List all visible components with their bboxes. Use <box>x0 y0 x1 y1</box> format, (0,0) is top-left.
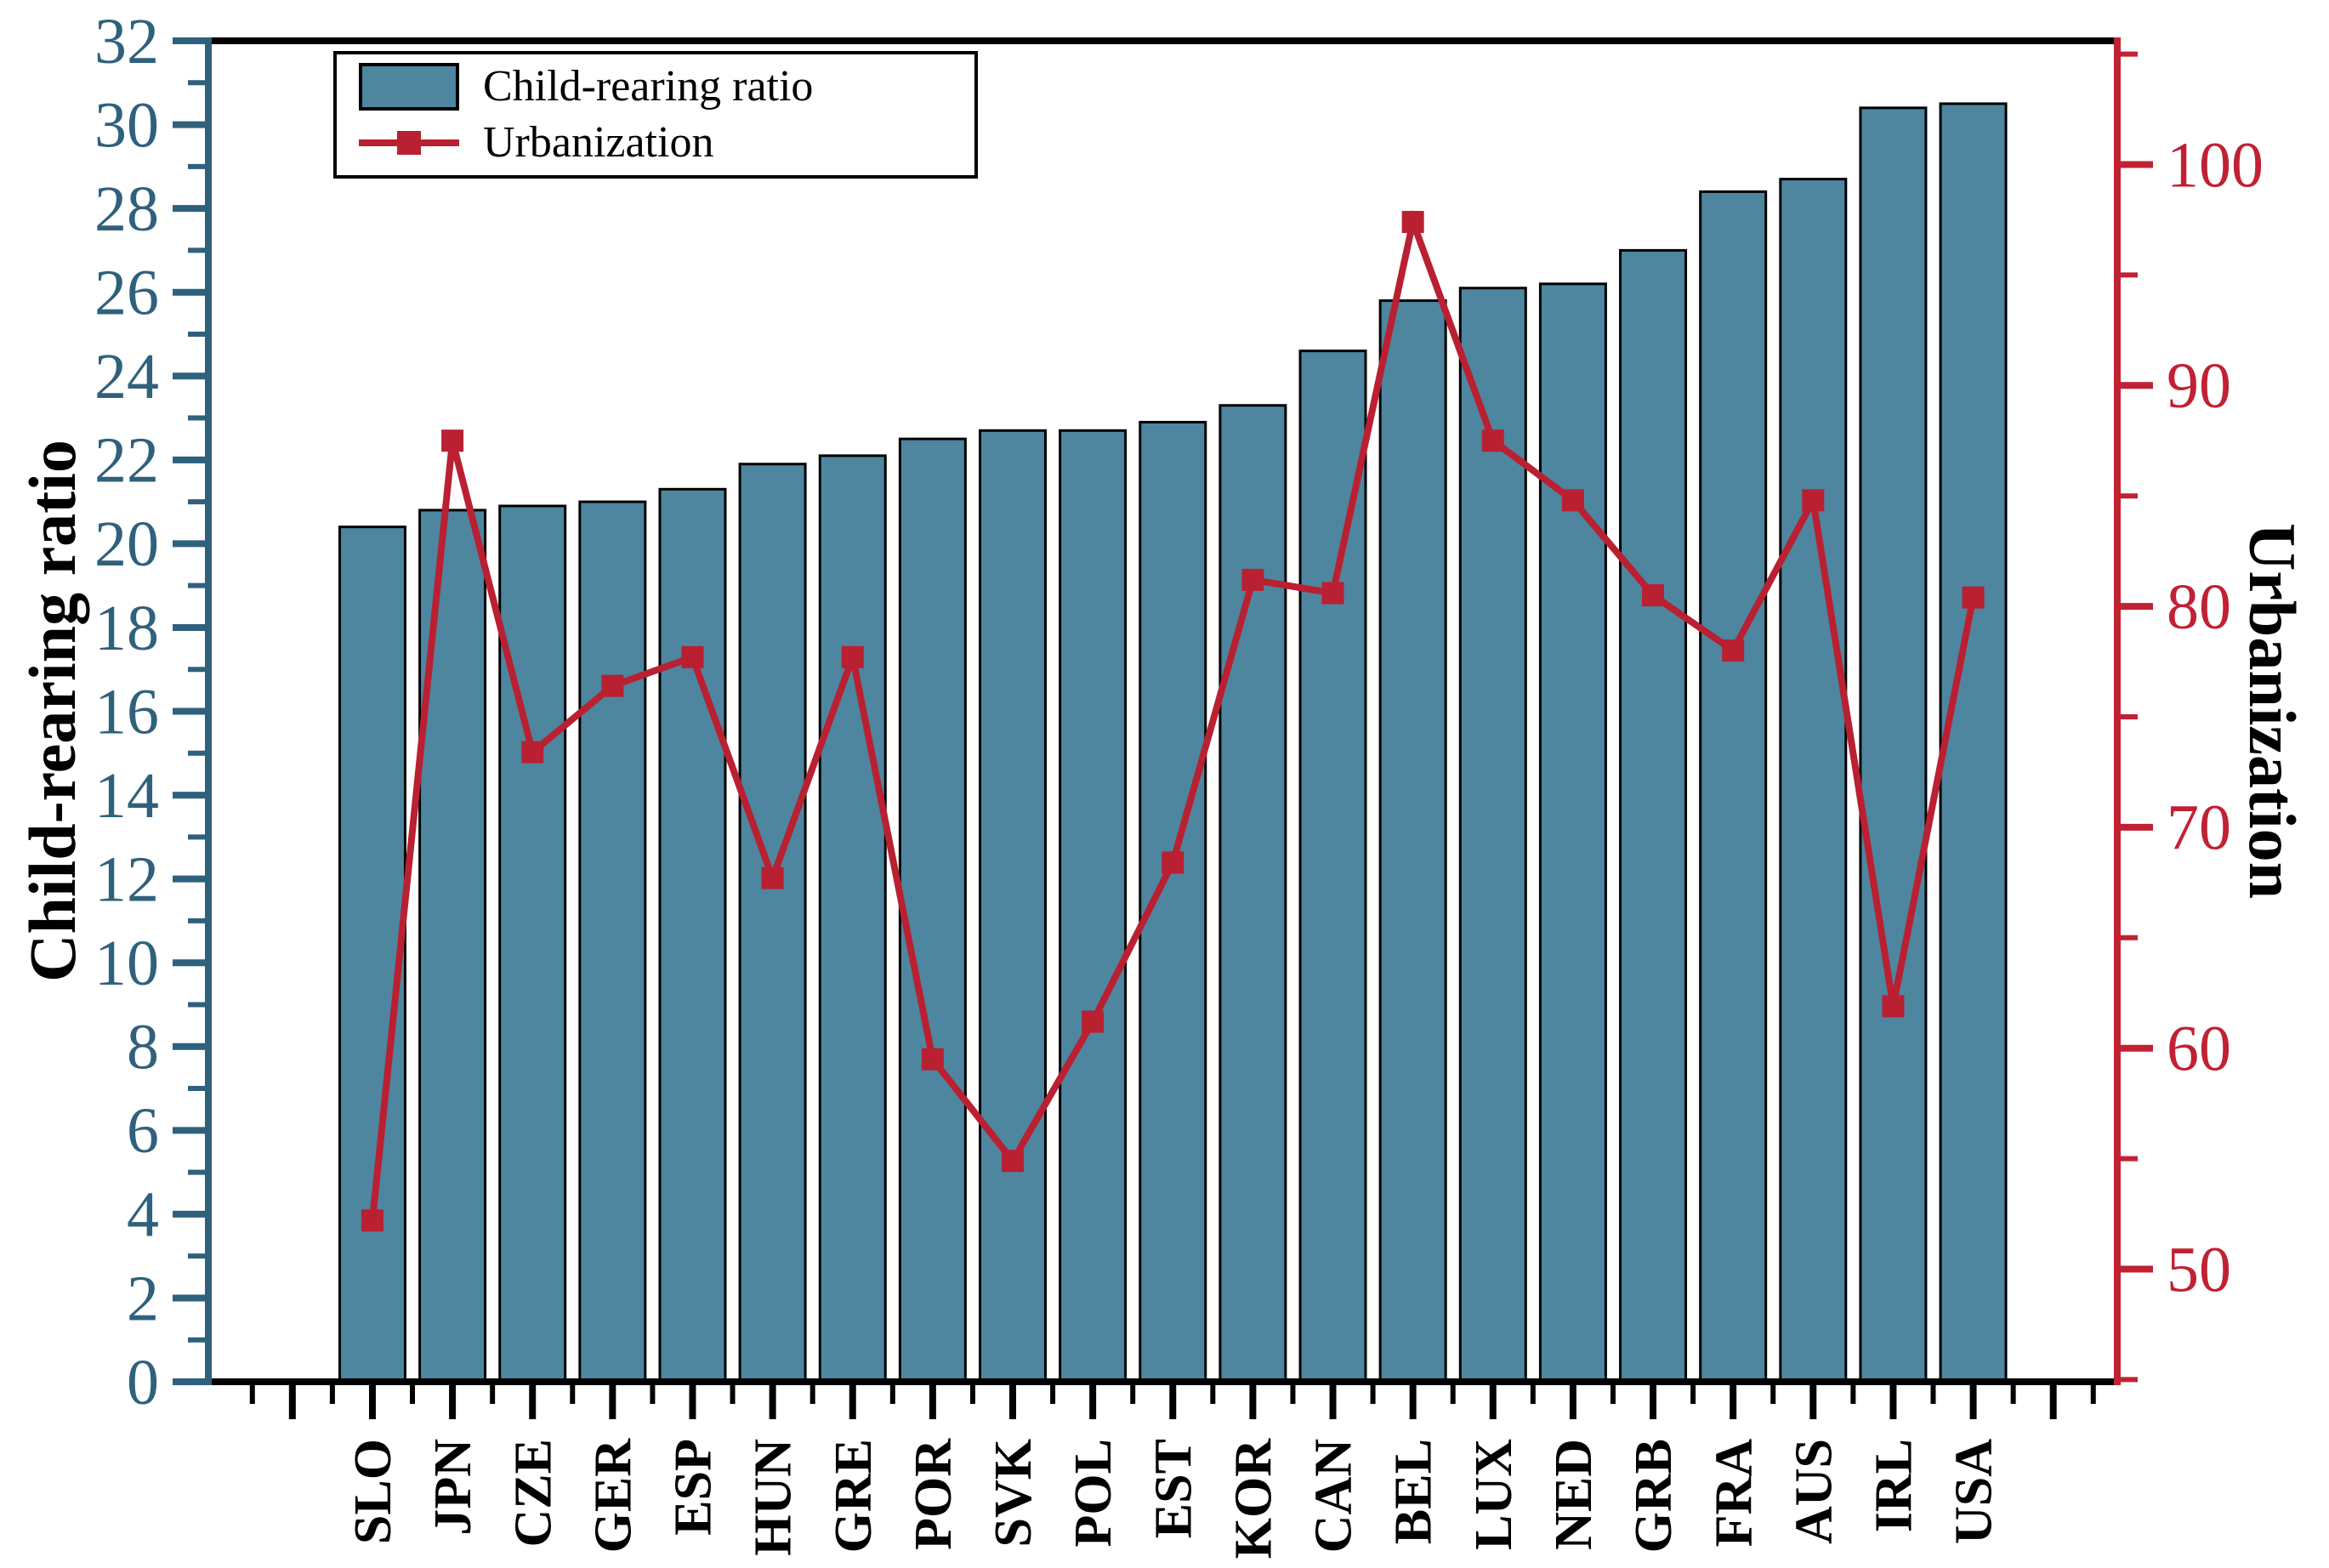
x-tick-label-POR: POR <box>905 1438 963 1550</box>
x-tick-label-CZE: CZE <box>504 1439 562 1547</box>
right-tick-label: 80 <box>2167 571 2231 643</box>
bar-USA <box>1939 102 2008 1383</box>
left-tick-label: 4 <box>127 1179 159 1251</box>
urbanization-marker-POR <box>921 1048 944 1071</box>
bar-LUX <box>1458 287 1527 1383</box>
left-tick-label: 24 <box>94 341 159 412</box>
urbanization-marker-ESP <box>681 645 704 668</box>
bar-BEL <box>1378 299 1447 1383</box>
urbanization-marker-CZE <box>521 741 544 764</box>
bar-GRE <box>818 454 887 1383</box>
x-axis-spine <box>205 1378 2121 1385</box>
bar-HUN <box>738 463 807 1383</box>
right-tick-label: 90 <box>2167 350 2231 422</box>
line-square-swatch-icon <box>359 119 459 167</box>
left-tick-label: 10 <box>94 928 159 999</box>
bar-SVK <box>979 429 1048 1383</box>
x-tick-label-POL: POL <box>1065 1439 1122 1547</box>
left-tick-label: 12 <box>94 844 159 915</box>
urbanization-marker-AUS <box>1802 489 1825 512</box>
urbanization-marker-SLO <box>361 1209 383 1232</box>
urbanization-marker-POL <box>1082 1010 1105 1033</box>
x-tick-label-HUN: HUN <box>745 1439 803 1556</box>
left-tick-label: 14 <box>94 760 159 832</box>
urbanization-marker-GRB <box>1642 584 1665 607</box>
left-tick-label: 6 <box>127 1095 159 1167</box>
bar-swatch-icon <box>359 63 459 111</box>
left-axis-title: Child-rearing ratio <box>15 440 89 982</box>
right-tick-label: 60 <box>2167 1014 2231 1085</box>
x-tick-label-GER: GER <box>584 1438 642 1554</box>
x-tick-label-AUS: AUS <box>1785 1439 1843 1544</box>
urbanization-marker-GER <box>601 674 624 697</box>
left-tick-label: 16 <box>94 676 159 747</box>
right-axis-spine <box>2114 37 2121 1385</box>
bar-POL <box>1059 429 1128 1383</box>
urbanization-marker-JPN <box>441 429 464 452</box>
right-axis-title: Urbanization <box>2235 522 2309 900</box>
bar-GRB <box>1619 248 1688 1383</box>
urbanization-marker-GRE <box>841 645 864 668</box>
bar-CAN <box>1298 349 1367 1383</box>
bar-GER <box>578 500 647 1383</box>
x-tick-label-BEL: BEL <box>1385 1439 1443 1544</box>
x-tick-label-FRA: FRA <box>1705 1439 1763 1548</box>
x-tick-label-KOR: KOR <box>1224 1438 1282 1559</box>
bar-CZE <box>498 504 567 1383</box>
urbanization-marker-NED <box>1561 489 1584 512</box>
left-tick-label: 0 <box>127 1347 159 1418</box>
right-tick-label: 70 <box>2167 793 2231 864</box>
x-tick-label-SVK: SVK <box>985 1439 1042 1547</box>
urbanization-marker-EST <box>1162 851 1184 874</box>
left-tick-label: 32 <box>94 6 159 77</box>
x-tick-label-SLO: SLO <box>344 1439 402 1544</box>
left-axis-spine <box>205 37 212 1385</box>
left-tick-label: 8 <box>127 1012 159 1083</box>
urbanization-marker-KOR <box>1241 568 1264 591</box>
legend-label: Child-rearing ratio <box>483 62 814 111</box>
legend: Child-rearing ratio Urbanization <box>333 51 978 179</box>
x-tick-label-EST: EST <box>1145 1439 1202 1538</box>
urbanization-marker-LUX <box>1481 429 1504 452</box>
urbanization-marker-FRA <box>1722 639 1745 662</box>
bar-NED <box>1538 282 1607 1383</box>
x-tick-label-GRE: GRE <box>825 1439 883 1553</box>
x-tick-label-USA: USA <box>1946 1439 2003 1544</box>
left-tick-label: 20 <box>94 508 159 580</box>
legend-label: Urbanization <box>483 118 714 167</box>
bar-POR <box>898 437 967 1383</box>
x-tick-label-ESP: ESP <box>665 1439 723 1536</box>
bar-FRA <box>1699 190 1768 1383</box>
x-tick-label-JPN: JPN <box>424 1439 482 1536</box>
legend-entry-bar: Child-rearing ratio <box>359 63 952 111</box>
urbanization-marker-BEL <box>1401 211 1424 234</box>
left-tick-label: 28 <box>94 173 159 245</box>
right-tick-label: 100 <box>2167 129 2264 201</box>
urbanization-marker-USA <box>1962 586 1985 609</box>
left-tick-label: 2 <box>127 1263 159 1334</box>
urbanization-marker-CAN <box>1321 582 1344 605</box>
left-tick-label: 22 <box>94 425 159 497</box>
x-tick-label-IRL: IRL <box>1866 1439 1923 1532</box>
bar-AUS <box>1779 178 1848 1383</box>
bar-KOR <box>1218 404 1287 1383</box>
bar-IRL <box>1859 106 1928 1383</box>
bar-ESP <box>658 487 727 1383</box>
left-tick-label: 26 <box>94 258 159 329</box>
legend-entry-line: Urbanization <box>359 119 952 167</box>
left-tick-label: 30 <box>94 89 159 161</box>
x-tick-label-GRB: GRB <box>1625 1439 1683 1553</box>
bar-SLO <box>338 526 406 1383</box>
right-tick-label: 50 <box>2167 1234 2231 1305</box>
x-tick-label-LUX: LUX <box>1465 1439 1523 1550</box>
urbanization-marker-SVK <box>1002 1150 1025 1173</box>
urbanization-marker-HUN <box>761 866 784 889</box>
left-tick-label: 18 <box>94 593 159 664</box>
x-tick-label-NED: NED <box>1545 1439 1603 1550</box>
urbanization-marker-IRL <box>1882 995 1905 1018</box>
x-tick-label-CAN: CAN <box>1305 1439 1363 1553</box>
top-spine <box>205 37 2121 44</box>
